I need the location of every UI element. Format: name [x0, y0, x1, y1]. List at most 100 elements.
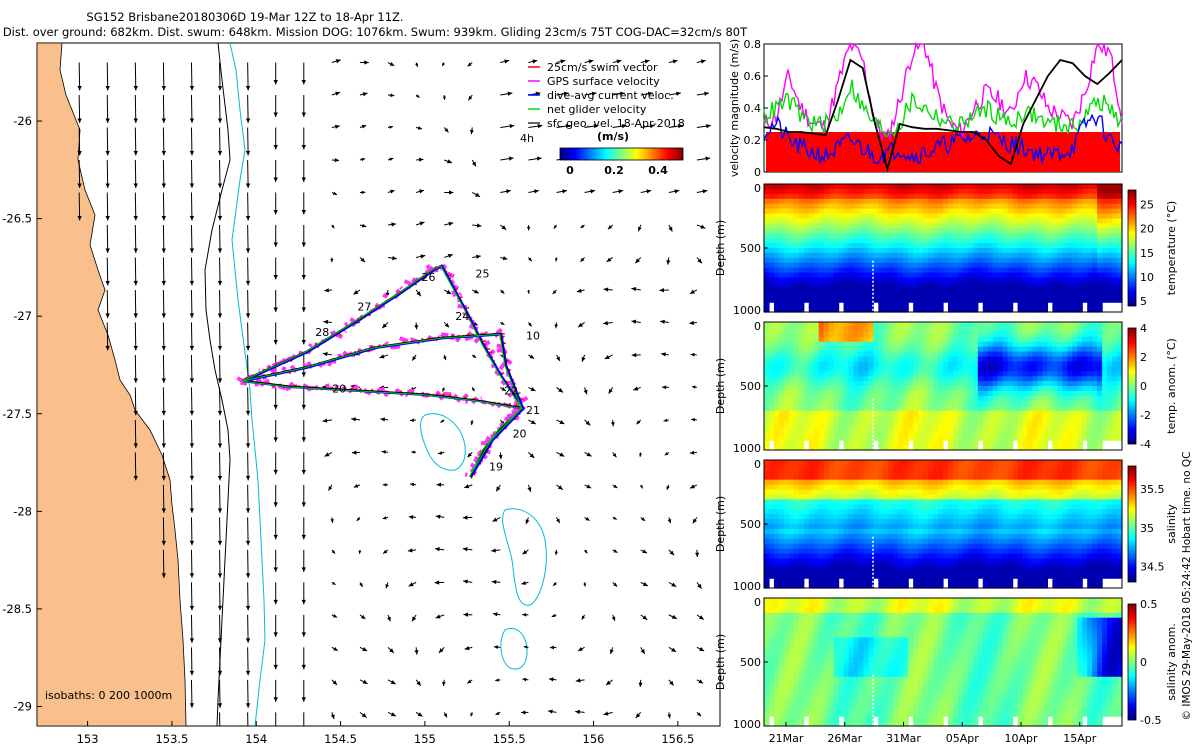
heatmap-cell [962, 381, 969, 387]
heatmap-cell [913, 198, 919, 205]
heatmap-cell [962, 445, 969, 451]
heatmap-cell [967, 272, 974, 279]
velocity-arrow-shaft [219, 712, 221, 726]
velocity-arrow-head [133, 150, 138, 156]
heatmap-cell [1022, 331, 1029, 338]
heatmap-cell [1017, 381, 1024, 387]
velocity-arrow-shaft [247, 192, 249, 221]
heatmap-cell [903, 415, 909, 422]
heatmap-cell [818, 381, 825, 387]
heatmap-cell [858, 326, 865, 333]
heatmap-cell [863, 440, 870, 446]
heatmap-cell [1017, 341, 1024, 348]
heatmap-cell [903, 233, 909, 239]
heatmap-cell [843, 331, 850, 338]
heatmap-cell [783, 233, 790, 239]
heatmap-cell [898, 445, 904, 451]
heatmap-cell [1117, 277, 1123, 284]
heatmap-cell [768, 297, 775, 303]
velocity-arrow-shaft [134, 419, 137, 448]
heatmap-cell [1102, 223, 1108, 229]
velocity-arrow-head [669, 680, 674, 686]
velocity-arrow-shaft [219, 192, 221, 221]
heatmap-cell [933, 430, 939, 436]
heatmap-cell [908, 208, 914, 215]
heatmap-cell [1042, 292, 1049, 298]
heatmap-cell [1102, 218, 1108, 224]
heatmap-cell [1112, 188, 1118, 195]
velocity-arrow-head [603, 320, 608, 326]
heatmap-cell [893, 400, 899, 407]
heatmap-cell [1077, 208, 1083, 215]
velocity-arrow-head [189, 638, 195, 643]
heatmap-cell [967, 184, 974, 190]
heatmap-cell [828, 218, 835, 224]
heatmap-cell [808, 400, 815, 407]
heatmap-cell [813, 257, 820, 264]
heatmap-cell [893, 322, 899, 328]
heatmap-cell [1062, 218, 1068, 224]
heatmap-cell [1107, 213, 1113, 220]
heatmap-cell [1052, 292, 1058, 298]
heatmap-cell [1002, 405, 1009, 412]
heatmap-cell [838, 223, 845, 229]
heatmap-cell [1042, 371, 1049, 377]
heatmap-cell [863, 243, 870, 249]
velocity-arrow-head [273, 534, 278, 540]
heatmap-cell [1062, 257, 1068, 264]
heatmap-cell [903, 193, 909, 200]
heatmap-cell [928, 184, 934, 190]
heatmap-cell [1027, 287, 1034, 293]
heatmap-cell [952, 243, 959, 249]
heatmap-cell [903, 405, 909, 412]
heatmap-cell [1082, 188, 1088, 195]
heatmap-cell [868, 233, 874, 239]
velocity-arrow-head [189, 378, 195, 383]
heatmap-cell [908, 292, 914, 298]
heatmap-cell [933, 257, 939, 264]
heatmap-cell [893, 297, 899, 303]
heatmap-cell [938, 233, 944, 239]
heatmap-cell [883, 287, 889, 293]
heatmap-cell [793, 415, 800, 422]
heatmap-cell [977, 193, 984, 200]
heatmap-cell [913, 356, 919, 362]
heatmap-cell [873, 390, 879, 397]
heatmap-cell [933, 203, 939, 210]
heatmap-cell [858, 277, 865, 284]
heatmap-cell [1027, 386, 1034, 392]
heatmap-cell [898, 302, 904, 308]
heatmap-cell [803, 248, 810, 254]
velocity-arrow-head [301, 307, 306, 312]
heatmap-cell [1002, 425, 1009, 431]
heatmap-cell [933, 223, 939, 229]
heatmap-cell [943, 405, 949, 412]
heatmap-cell [933, 213, 939, 220]
heatmap-cell [828, 415, 835, 422]
heatmap-cell [1057, 292, 1063, 298]
heatmap-cell [1082, 297, 1088, 303]
heatmap-cell [764, 257, 770, 264]
heatmap-cell [1072, 366, 1078, 372]
velocity-arrow-head [245, 183, 251, 188]
heatmap-cell [1022, 262, 1029, 269]
heatmap-cell [1092, 213, 1098, 220]
velocity-arrow-head [273, 567, 278, 572]
heatmap-cell [1112, 287, 1118, 293]
heatmap-cell [1102, 292, 1108, 298]
heatmap-cell [868, 356, 874, 362]
heatmap-cell [962, 430, 969, 436]
heatmap-cell [808, 361, 815, 367]
gps-velocity-segment [458, 291, 463, 297]
velocity-arrow-head [245, 540, 251, 546]
heatmap-cell [1057, 341, 1063, 348]
heatmap-cell [962, 184, 969, 190]
heatmap-cell [1007, 322, 1014, 328]
heatmap-cell [878, 193, 884, 200]
heatmap-cell [1072, 277, 1078, 284]
heatmap-cell [778, 371, 785, 377]
heatmap-cell [952, 257, 959, 264]
heatmap-cell [1082, 203, 1088, 210]
heatmap-cell [913, 248, 919, 254]
